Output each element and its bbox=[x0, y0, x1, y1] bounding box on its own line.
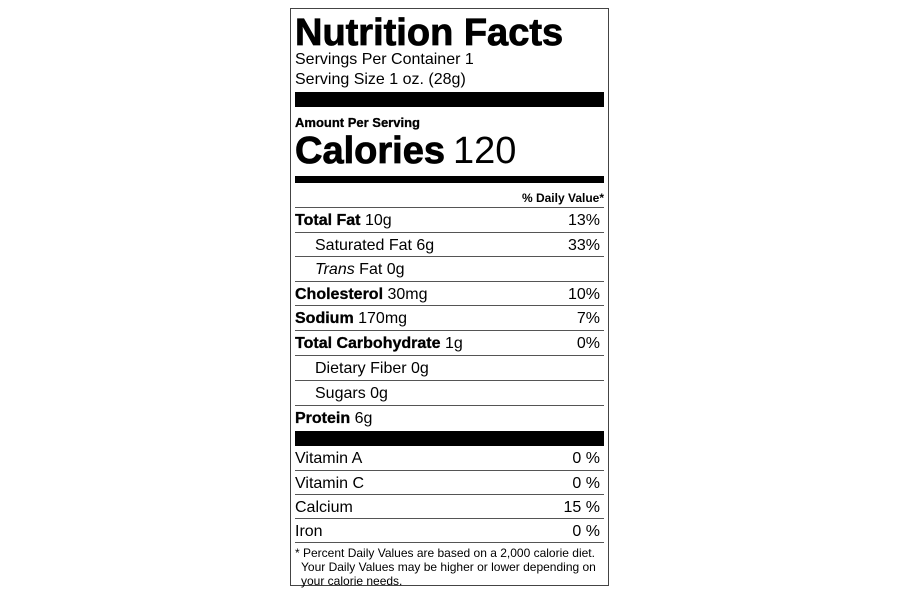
nutrient-row: Dietary Fiber 0g bbox=[295, 355, 604, 379]
nutrient-row: Cholesterol 30mg 10% bbox=[295, 281, 604, 305]
nutrient-row: Sugars 0g bbox=[295, 380, 604, 404]
nutrient-row: Protein 6g bbox=[295, 405, 604, 429]
nutrient-row: Total Carbohydrate 1g 0% bbox=[295, 330, 604, 354]
medium-divider bbox=[295, 176, 604, 183]
footnote: * Percent Daily Values are based on a 2,… bbox=[295, 546, 596, 588]
nutrient-row: Sodium 170mg 7% bbox=[295, 305, 604, 329]
servings-per-container: Servings Per Container 1 bbox=[295, 51, 474, 68]
thick-divider bbox=[295, 431, 604, 446]
serving-size: Serving Size 1 oz. (28g) bbox=[295, 71, 466, 88]
label-title: Nutrition Facts bbox=[295, 12, 564, 55]
calories-row: Calories 120 bbox=[295, 130, 517, 173]
nutrient-row: Trans Fat 0g bbox=[295, 256, 604, 280]
nutrient-row: Total Fat 10g 13% bbox=[295, 207, 604, 231]
vitamin-row: Calcium 15 % bbox=[295, 494, 604, 518]
nutrition-facts-label: Nutrition Facts Servings Per Container 1… bbox=[290, 8, 609, 588]
vitamin-row: Iron 0 % bbox=[295, 518, 604, 543]
daily-value-header: % Daily Value* bbox=[521, 191, 604, 205]
amount-per-serving: Amount Per Serving bbox=[295, 115, 420, 130]
thick-divider bbox=[295, 92, 604, 107]
nutrient-row: Saturated Fat 6g 33% bbox=[295, 232, 604, 256]
